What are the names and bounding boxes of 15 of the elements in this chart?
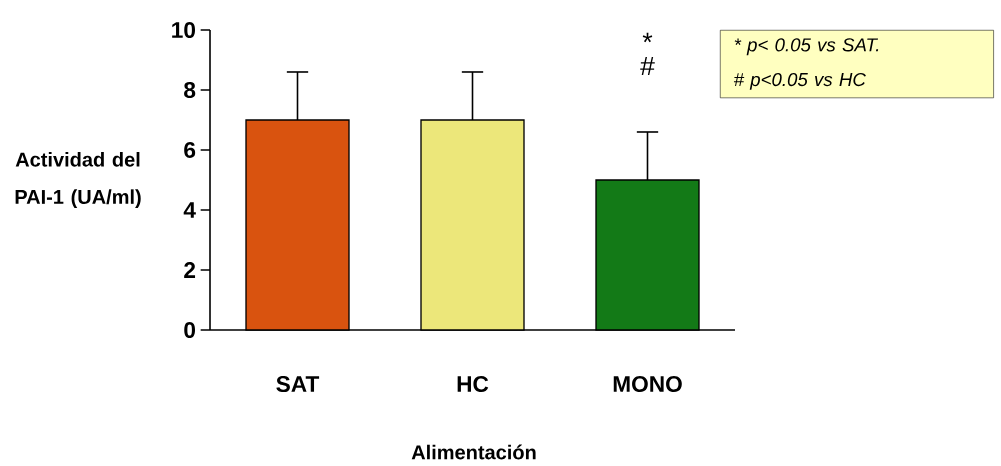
annotation: * <box>642 32 653 43</box>
y-axis-title: Actividad del PAI-1 (UA/ml) <box>15 152 141 208</box>
y-tick-label: 6 <box>184 141 196 159</box>
y-tick-label: 4 <box>183 202 196 218</box>
y-tick-label: 8 <box>184 81 196 99</box>
y-tick-label: 0 <box>184 321 196 339</box>
y-tick-label: 2 <box>184 262 196 278</box>
x-tick-label: SAT <box>276 376 320 393</box>
y-tick-label: 10 <box>172 21 196 39</box>
x-tick-label: MONO <box>613 376 682 393</box>
annotation: # <box>640 56 655 76</box>
annotation: # p<0.05 vs HC <box>733 72 866 90</box>
x-tick-label: HC <box>457 376 489 393</box>
annotation: * p< 0.05 vs SAT. <box>734 38 879 56</box>
x-axis-title: Alimentación <box>411 444 536 460</box>
